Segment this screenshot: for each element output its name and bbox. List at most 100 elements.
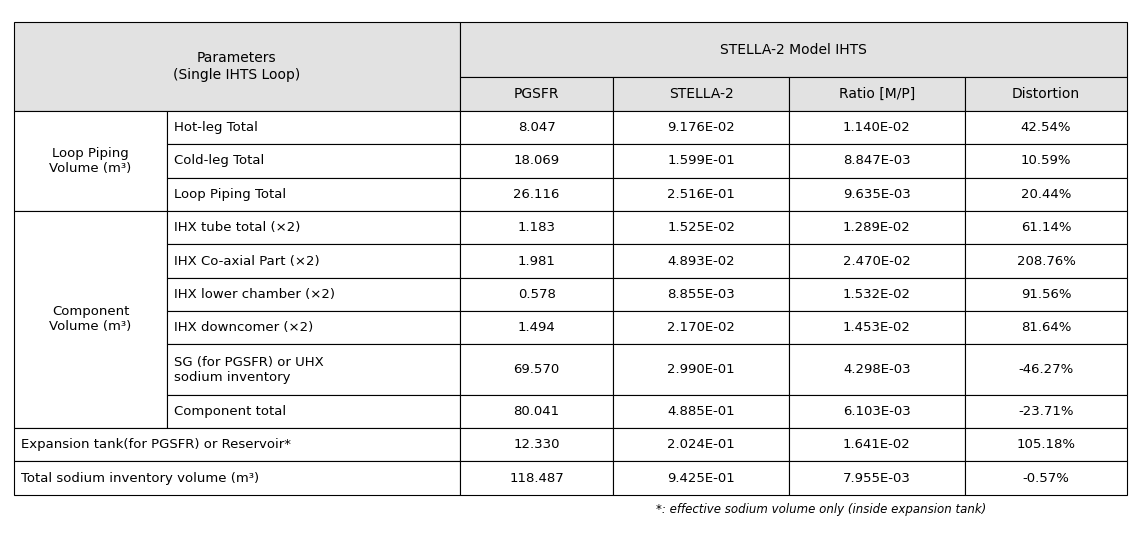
Bar: [964, 395, 1127, 428]
Bar: [460, 211, 614, 244]
Text: 1.453E-02: 1.453E-02: [843, 321, 911, 334]
Bar: [790, 278, 964, 311]
Bar: [964, 428, 1127, 461]
Bar: [460, 461, 614, 495]
Text: Total sodium inventory volume (m³): Total sodium inventory volume (m³): [21, 472, 259, 485]
Text: SG (for PGSFR) or UHX
sodium inventory: SG (for PGSFR) or UHX sodium inventory: [175, 356, 324, 383]
Bar: [168, 395, 460, 428]
Bar: [614, 111, 790, 144]
Text: 208.76%: 208.76%: [1017, 254, 1076, 268]
Text: 1.289E-02: 1.289E-02: [843, 221, 911, 234]
Text: 0.578: 0.578: [518, 288, 556, 301]
Text: STELLA-2 Model IHTS: STELLA-2 Model IHTS: [720, 43, 867, 57]
Text: 2.516E-01: 2.516E-01: [667, 188, 735, 201]
Bar: [460, 78, 614, 111]
Bar: [790, 344, 964, 395]
Text: 26.116: 26.116: [513, 188, 560, 201]
Bar: [964, 244, 1127, 278]
Bar: [964, 278, 1127, 311]
Text: 81.64%: 81.64%: [1021, 321, 1071, 334]
Text: 8.847E-03: 8.847E-03: [843, 154, 911, 167]
Bar: [964, 144, 1127, 178]
Bar: [168, 278, 460, 311]
Bar: [460, 22, 1127, 78]
Bar: [614, 428, 790, 461]
Bar: [614, 311, 790, 344]
Text: IHX lower chamber (×2): IHX lower chamber (×2): [175, 288, 335, 301]
Bar: [168, 244, 460, 278]
Text: 9.176E-02: 9.176E-02: [667, 121, 735, 134]
Text: Loop Piping Total: Loop Piping Total: [175, 188, 286, 201]
Text: 1.140E-02: 1.140E-02: [843, 121, 911, 134]
Bar: [790, 178, 964, 211]
Text: 6.103E-03: 6.103E-03: [843, 405, 911, 418]
Text: Loop Piping
Volume (m³): Loop Piping Volume (m³): [49, 147, 131, 175]
Bar: [790, 311, 964, 344]
Bar: [614, 78, 790, 111]
Text: Expansion tank(for PGSFR) or Reservoir*: Expansion tank(for PGSFR) or Reservoir*: [21, 438, 291, 451]
Text: 2.990E-01: 2.990E-01: [667, 363, 735, 376]
Text: STELLA-2: STELLA-2: [669, 87, 734, 101]
Text: 9.635E-03: 9.635E-03: [843, 188, 911, 201]
Bar: [790, 244, 964, 278]
Text: Ratio [M/P]: Ratio [M/P]: [839, 87, 915, 101]
Bar: [14, 22, 460, 111]
Text: 118.487: 118.487: [509, 472, 564, 485]
Bar: [168, 211, 460, 244]
Bar: [964, 344, 1127, 395]
Bar: [614, 395, 790, 428]
Bar: [14, 461, 460, 495]
Text: 7.955E-03: 7.955E-03: [843, 472, 911, 485]
Bar: [460, 344, 614, 395]
Bar: [790, 144, 964, 178]
Bar: [964, 178, 1127, 211]
Text: 69.570: 69.570: [513, 363, 560, 376]
Text: 1.494: 1.494: [518, 321, 556, 334]
Bar: [14, 428, 460, 461]
Bar: [790, 211, 964, 244]
Bar: [964, 461, 1127, 495]
Bar: [460, 244, 614, 278]
Text: 105.18%: 105.18%: [1017, 438, 1076, 451]
Bar: [168, 311, 460, 344]
Text: -46.27%: -46.27%: [1019, 363, 1074, 376]
Text: 18.069: 18.069: [513, 154, 560, 167]
Bar: [614, 278, 790, 311]
Text: IHX Co-axial Part (×2): IHX Co-axial Part (×2): [175, 254, 319, 268]
Bar: [614, 178, 790, 211]
Bar: [964, 311, 1127, 344]
Bar: [168, 344, 460, 395]
Text: 1.641E-02: 1.641E-02: [843, 438, 911, 451]
Bar: [964, 78, 1127, 111]
Text: -0.57%: -0.57%: [1022, 472, 1069, 485]
Bar: [14, 211, 168, 428]
Bar: [168, 111, 460, 144]
Text: 2.170E-02: 2.170E-02: [667, 321, 735, 334]
Text: 91.56%: 91.56%: [1021, 288, 1071, 301]
Text: 2.024E-01: 2.024E-01: [667, 438, 735, 451]
Bar: [460, 144, 614, 178]
Text: 42.54%: 42.54%: [1021, 121, 1071, 134]
Bar: [168, 178, 460, 211]
Text: Parameters
(Single IHTS Loop): Parameters (Single IHTS Loop): [173, 51, 300, 82]
Bar: [14, 111, 168, 211]
Bar: [460, 311, 614, 344]
Bar: [460, 111, 614, 144]
Bar: [790, 461, 964, 495]
Text: Component total: Component total: [175, 405, 286, 418]
Bar: [460, 178, 614, 211]
Text: Hot-leg Total: Hot-leg Total: [175, 121, 258, 134]
Text: 20.44%: 20.44%: [1021, 188, 1071, 201]
Bar: [614, 344, 790, 395]
Bar: [614, 461, 790, 495]
Text: 1.532E-02: 1.532E-02: [843, 288, 911, 301]
Bar: [614, 244, 790, 278]
Text: Distortion: Distortion: [1012, 87, 1081, 101]
Text: 8.047: 8.047: [518, 121, 556, 134]
Text: PGSFR: PGSFR: [513, 87, 559, 101]
Text: 4.298E-03: 4.298E-03: [843, 363, 911, 376]
Text: IHX tube total (×2): IHX tube total (×2): [175, 221, 300, 234]
Text: 2.470E-02: 2.470E-02: [843, 254, 911, 268]
Text: -23.71%: -23.71%: [1018, 405, 1074, 418]
Bar: [614, 211, 790, 244]
